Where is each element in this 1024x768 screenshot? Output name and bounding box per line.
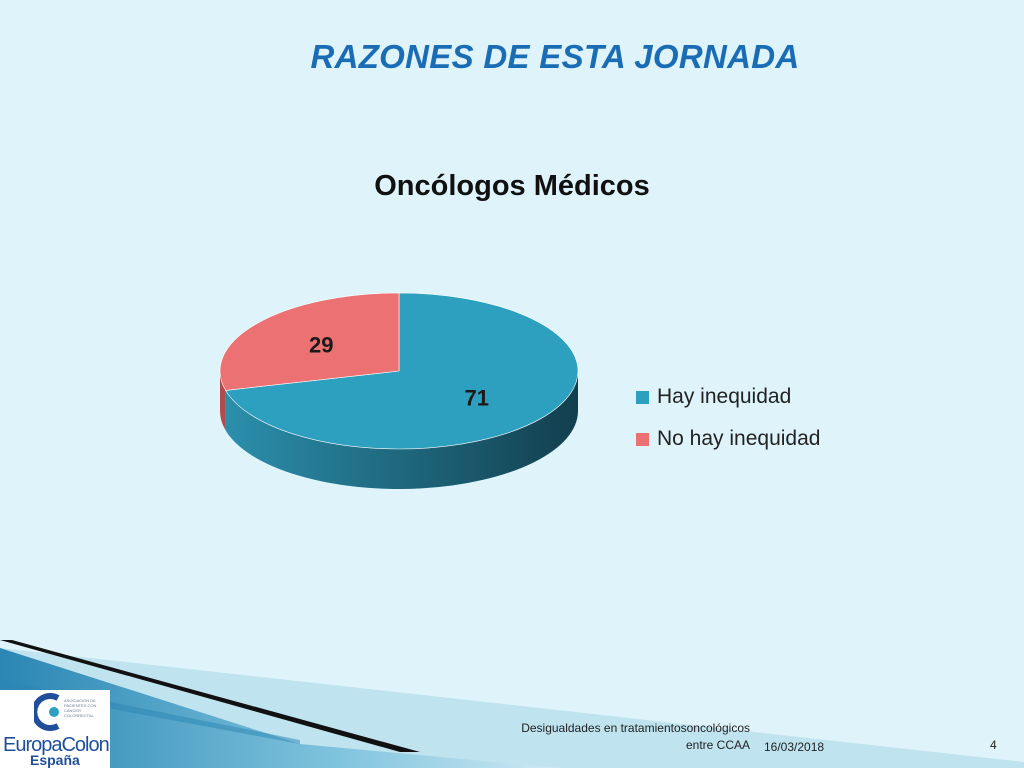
logo-mark-icon: [34, 693, 60, 731]
footer-text: Desigualdades en tratamientosoncológicos…: [521, 721, 750, 752]
legend-label-hay: Hay inequidad: [657, 385, 792, 408]
page-number: 4: [990, 738, 997, 752]
pie-slice-no-hay-side: [220, 371, 226, 431]
footer-decoration: [0, 640, 1024, 768]
legend-item-no-hay: No hay inequidad: [636, 418, 820, 460]
pie-chart: 71 29: [219, 292, 579, 489]
legend-swatch-hay: [636, 390, 649, 404]
europacolon-logo: ASOCIACIÓN DE PACIENTES CON CÁNCER COLOR…: [0, 690, 110, 768]
logo-sub: España: [30, 752, 80, 768]
chart-legend: Hay inequidad No hay inequidad: [636, 376, 820, 460]
pie-slice-no-hay: [219, 292, 400, 391]
legend-item-hay: Hay inequidad: [636, 376, 820, 418]
footer-date: 16/03/2018: [764, 740, 825, 754]
logo-tagline: ASOCIACIÓN DE PACIENTES CON CÁNCER COLOR…: [64, 698, 97, 718]
pie-slice-hay: [225, 292, 579, 450]
data-label-no-hay: 29: [309, 333, 333, 358]
slide-title: RAZONES DE ESTA JORNADA: [310, 38, 800, 75]
pie-slice-hay-side: [225, 371, 579, 489]
logo-name: EuropaColon: [3, 734, 110, 756]
legend-label-no-hay: No hay inequidad: [657, 427, 821, 450]
data-label-hay: 71: [465, 385, 489, 410]
legend-swatch-no-hay: [636, 432, 649, 446]
chart-title: Oncólogos Médicos: [374, 170, 650, 202]
